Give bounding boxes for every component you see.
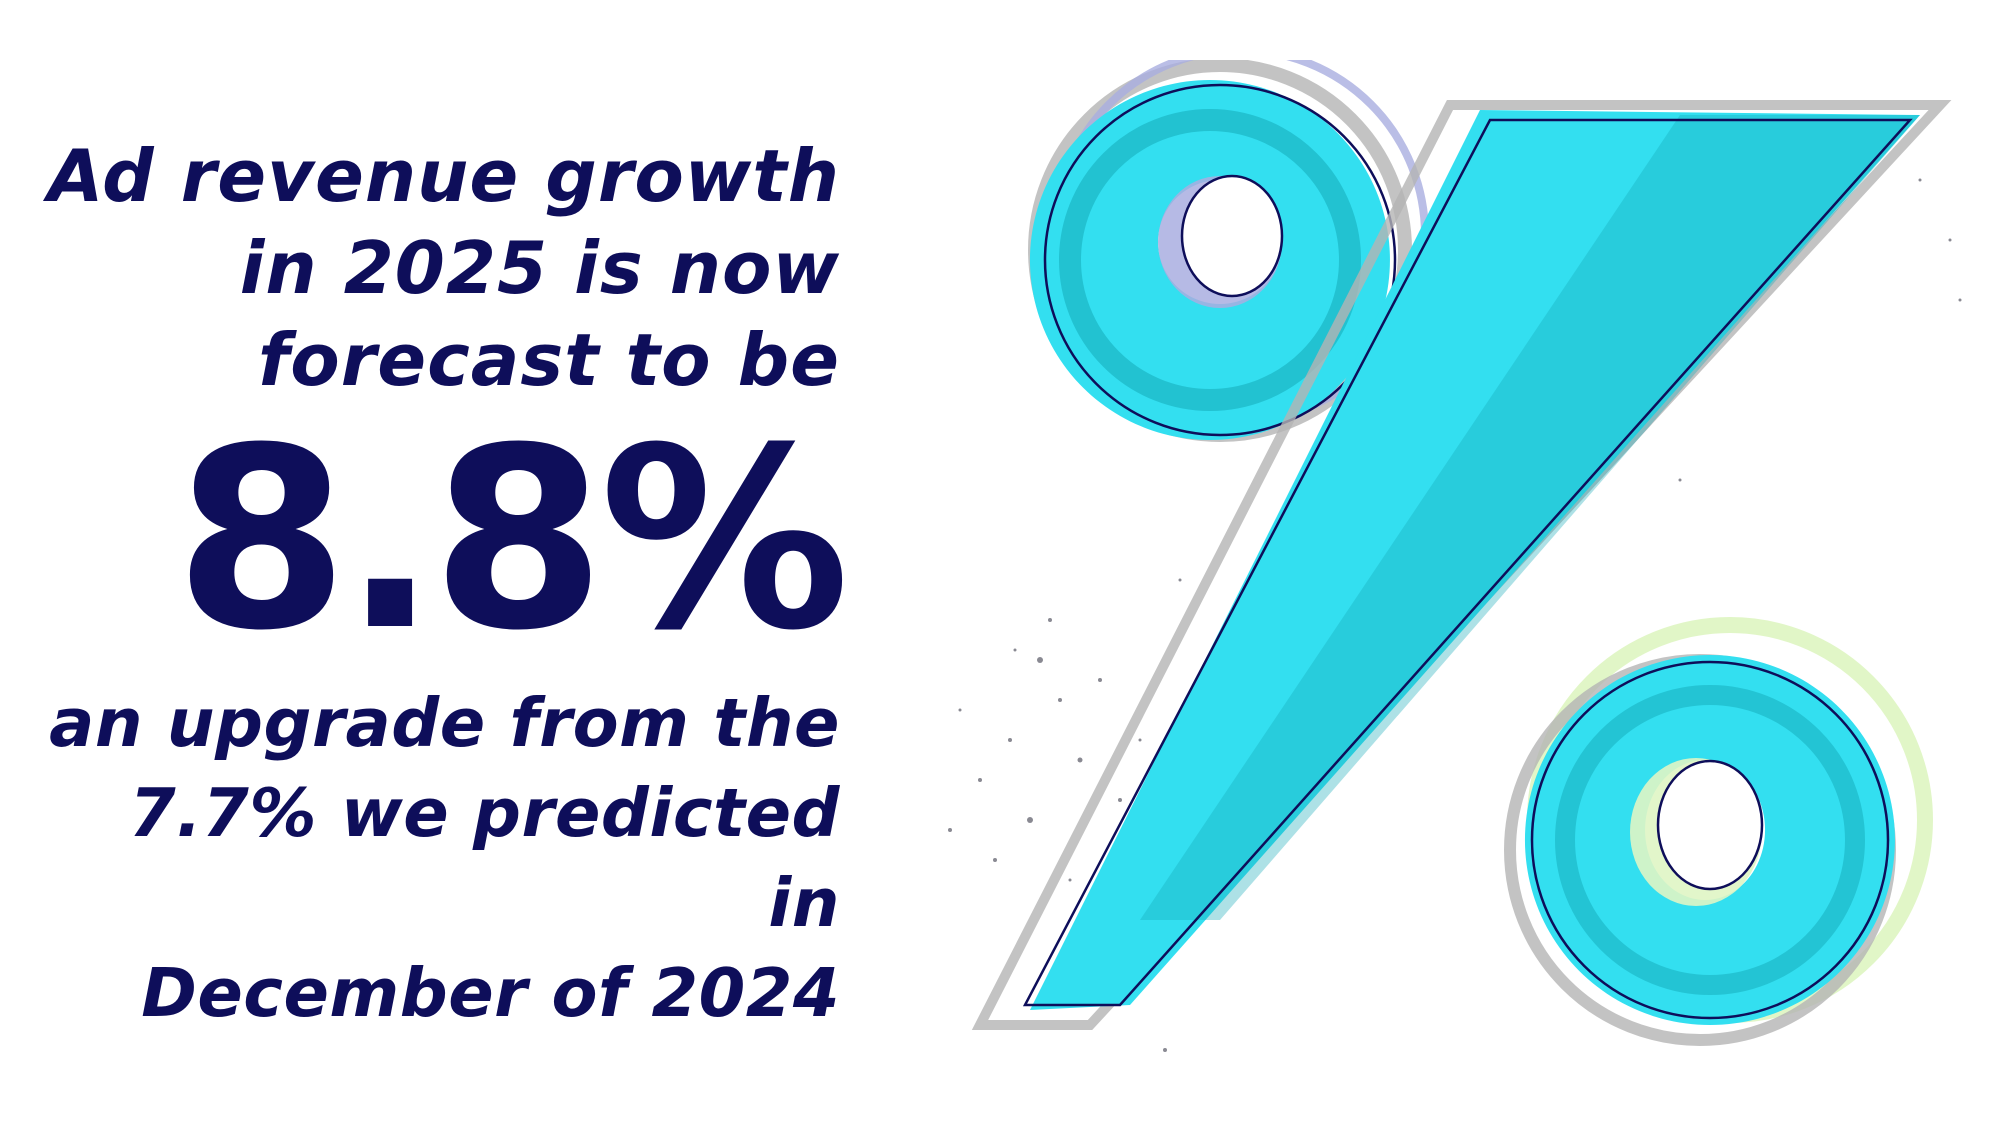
slash-outline bbox=[1022, 118, 1913, 1007]
upper-ring-outline bbox=[1043, 83, 1397, 437]
subline-line-3: December of 2024 bbox=[141, 954, 840, 1032]
upper-hole-outline bbox=[1180, 174, 1284, 298]
slash-gray-shadow bbox=[971, 100, 1952, 1030]
headline-line-3: forecast to be bbox=[257, 318, 840, 402]
subline-line-2: 7.7% we predicted in bbox=[129, 774, 840, 942]
lower-hole-outline bbox=[1656, 759, 1764, 891]
lower-ring bbox=[1524, 655, 1895, 1025]
headline-line-1: Ad revenue growth bbox=[47, 134, 840, 218]
upper-ring-inner-shade bbox=[1059, 109, 1361, 411]
upper-ring bbox=[1029, 80, 1390, 440]
lower-ring-inner-shade bbox=[1555, 685, 1865, 995]
subline: an upgrade from the 7.7% we predicted in… bbox=[40, 678, 840, 1038]
headline-line-2: in 2025 is now bbox=[239, 226, 840, 310]
slash bbox=[1030, 110, 1920, 1010]
headline: Ad revenue growth in 2025 is now forecas… bbox=[40, 130, 840, 406]
subline-line-1: an upgrade from the bbox=[49, 684, 840, 762]
upper-hole bbox=[1182, 176, 1282, 296]
lower-ring-outline bbox=[1530, 660, 1890, 1020]
lower-hole bbox=[1658, 761, 1762, 889]
growth-figure: 8.8% bbox=[174, 394, 850, 685]
slash-shade bbox=[1140, 115, 1920, 920]
percent-sign-icon bbox=[948, 60, 1962, 1052]
text-column: Ad revenue growth in 2025 is now forecas… bbox=[40, 130, 850, 1038]
